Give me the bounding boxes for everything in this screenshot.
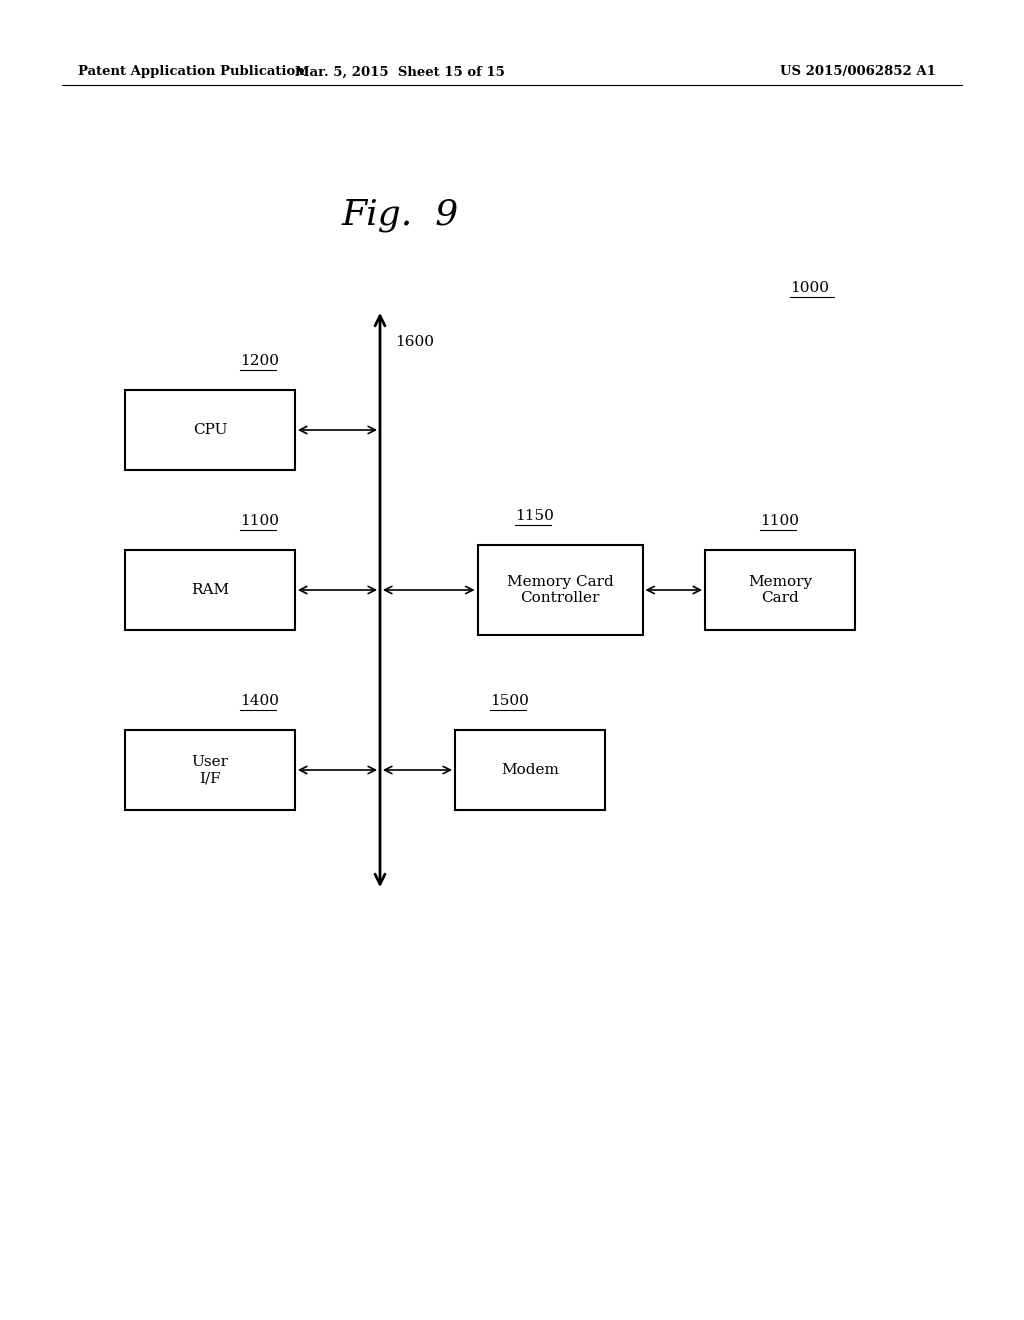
Text: 1600: 1600 (395, 335, 434, 348)
Text: 1000: 1000 (790, 281, 829, 294)
Text: 1150: 1150 (515, 510, 554, 523)
Text: Patent Application Publication: Patent Application Publication (78, 66, 305, 78)
Bar (125, 550, 295, 630)
Bar (477, 545, 642, 635)
Text: CPU: CPU (193, 422, 227, 437)
Text: 1400: 1400 (240, 694, 279, 708)
Text: 1500: 1500 (490, 694, 528, 708)
Text: RAM: RAM (190, 583, 229, 597)
Text: User
I/F: User I/F (191, 755, 228, 785)
Bar (455, 730, 605, 810)
Text: US 2015/0062852 A1: US 2015/0062852 A1 (780, 66, 936, 78)
Text: Modem: Modem (501, 763, 559, 777)
Bar (125, 730, 295, 810)
Bar (125, 389, 295, 470)
Text: Mar. 5, 2015  Sheet 15 of 15: Mar. 5, 2015 Sheet 15 of 15 (295, 66, 505, 78)
Text: 1100: 1100 (760, 513, 799, 528)
Bar (705, 550, 855, 630)
Text: Fig.  9: Fig. 9 (341, 198, 459, 232)
Text: Memory
Card: Memory Card (748, 576, 812, 605)
Text: 1100: 1100 (240, 513, 279, 528)
Text: Memory Card
Controller: Memory Card Controller (507, 576, 613, 605)
Text: 1200: 1200 (240, 354, 279, 368)
